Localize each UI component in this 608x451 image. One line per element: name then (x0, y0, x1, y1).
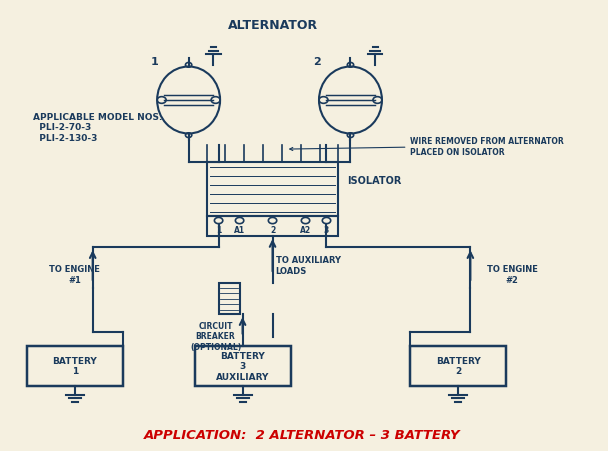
Text: ALTERNATOR: ALTERNATOR (227, 18, 317, 32)
Text: ISOLATOR: ISOLATOR (348, 176, 402, 186)
Bar (219, 283, 240, 315)
Text: A2: A2 (300, 226, 311, 235)
Bar (195, 346, 291, 386)
Text: 3: 3 (324, 226, 329, 235)
Text: WIRE REMOVED FROM ALTERNATOR
PLACED ON ISOLATOR: WIRE REMOVED FROM ALTERNATOR PLACED ON I… (290, 137, 564, 156)
Text: A1: A1 (234, 226, 245, 235)
Text: 2: 2 (270, 226, 275, 235)
Bar (207, 216, 339, 237)
Text: BATTERY
3
AUXILIARY: BATTERY 3 AUXILIARY (216, 351, 269, 381)
Bar (207, 163, 339, 216)
Text: 1: 1 (216, 226, 221, 235)
Text: 2: 2 (313, 57, 320, 67)
Text: BATTERY
2: BATTERY 2 (436, 356, 481, 376)
Text: TO ENGINE
#1: TO ENGINE #1 (49, 265, 100, 284)
Text: CIRCUIT
BREAKER
(OPTIONAL): CIRCUIT BREAKER (OPTIONAL) (190, 321, 241, 351)
Text: APPLICATION:  2 ALTERNATOR – 3 BATTERY: APPLICATION: 2 ALTERNATOR – 3 BATTERY (144, 428, 461, 442)
Bar (410, 346, 506, 386)
Text: BATTERY
1: BATTERY 1 (52, 356, 97, 376)
Bar (27, 346, 123, 386)
Text: TO ENGINE
#2: TO ENGINE #2 (487, 265, 537, 284)
Text: 1: 1 (151, 57, 159, 67)
Text: APPLICABLE MODEL NOS.
  PLI-2-70-3
  PLI-2-130-3: APPLICABLE MODEL NOS. PLI-2-70-3 PLI-2-1… (33, 113, 162, 143)
Text: TO AUXILIARY
LOADS: TO AUXILIARY LOADS (275, 256, 340, 275)
